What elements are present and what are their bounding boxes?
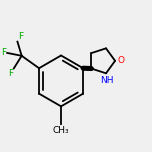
Text: NH: NH — [100, 76, 114, 85]
Text: F: F — [1, 48, 6, 57]
Text: F: F — [8, 69, 13, 78]
Text: F: F — [18, 32, 23, 41]
Text: O: O — [118, 56, 125, 65]
Text: CH₃: CH₃ — [53, 126, 69, 135]
